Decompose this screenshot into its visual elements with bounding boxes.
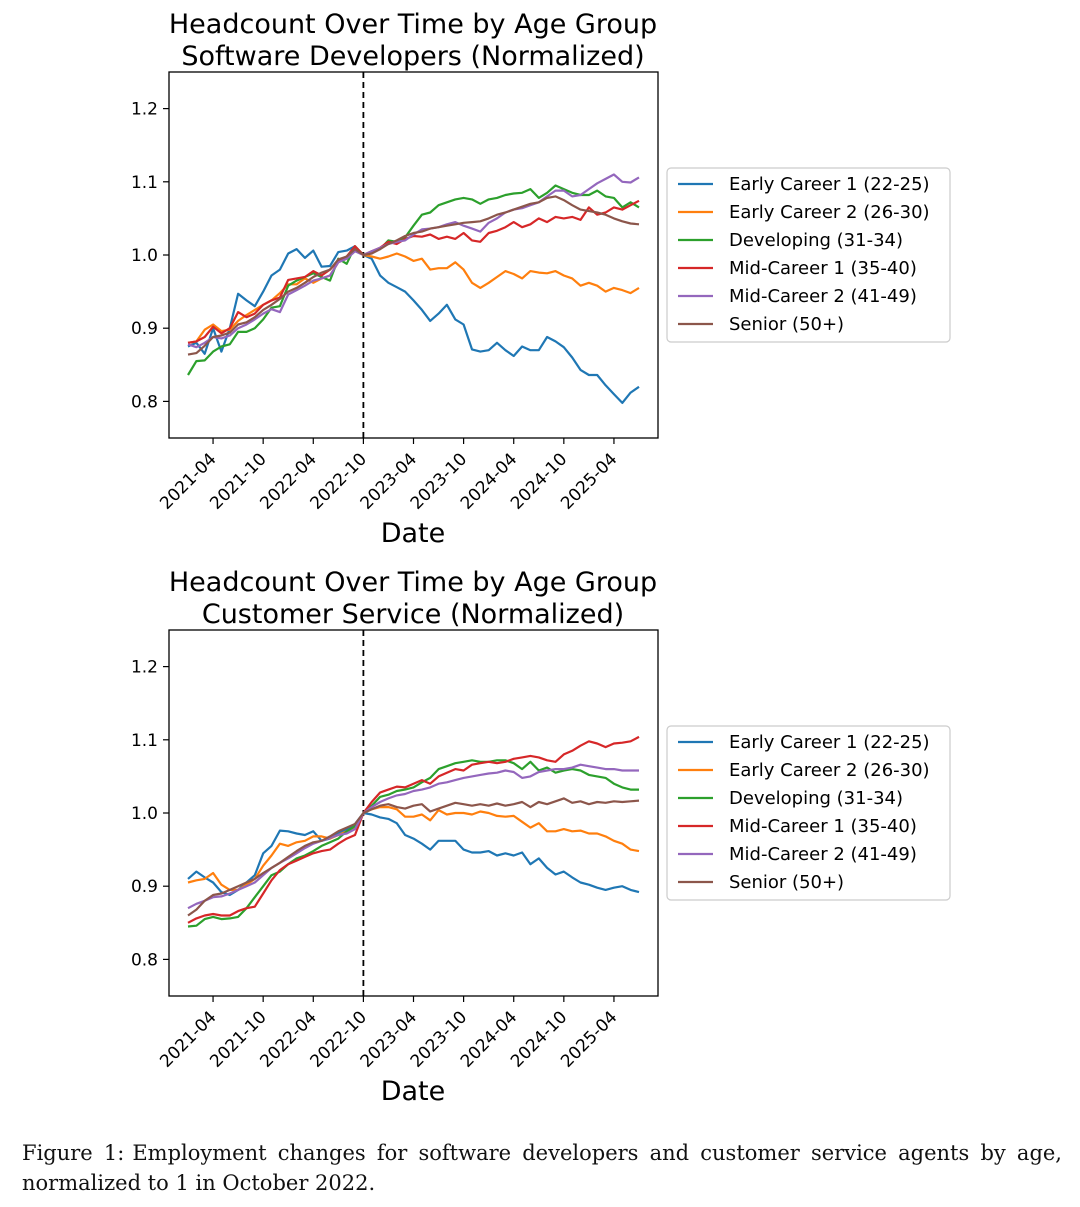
series-line — [187, 806, 640, 891]
legend-label: Early Career 2 (26-30) — [729, 760, 930, 781]
legend: Early Career 1 (22-25) Early Career 2 (26… — [666, 725, 951, 901]
legend-label: Early Career 1 (22-25) — [729, 174, 930, 195]
software-developers-chart: Headcount Over Time by Age Group Softwar… — [131, 9, 951, 549]
legend-label: Early Career 1 (22-25) — [729, 732, 930, 753]
y-tick-label: 1.0 — [131, 804, 158, 824]
legend: Early Career 1 (22-25) Early Career 2 (26… — [666, 167, 951, 343]
legend-label: Senior (50+) — [729, 872, 844, 893]
legend-label: Senior (50+) — [729, 314, 844, 335]
axes-frame — [168, 71, 659, 439]
y-tick-label: 1.1 — [131, 173, 158, 193]
series-line — [187, 797, 640, 917]
axes-frame — [168, 629, 659, 997]
y-tick-label: 0.8 — [131, 392, 158, 412]
plot-area: 0.80.91.01.11.22021-042021-102022-042022… — [131, 71, 951, 514]
legend-box — [666, 725, 951, 901]
y-tick-label: 0.8 — [131, 950, 158, 970]
y-tick-label: 1.1 — [131, 731, 158, 751]
figure-label: Figure 1: — [22, 1141, 125, 1165]
series-line — [187, 199, 640, 344]
legend-label: Mid-Career 1 (35-40) — [729, 816, 917, 837]
series-line — [187, 173, 640, 349]
figure-caption-text: Employment changes for software develope… — [22, 1141, 1062, 1195]
series-line — [187, 184, 640, 376]
legend-box — [666, 167, 951, 343]
legend-label: Early Career 2 (26-30) — [729, 202, 930, 223]
y-tick-label: 0.9 — [131, 877, 158, 897]
chart-title: Headcount Over Time by Age Group — [169, 9, 657, 40]
series-line — [187, 759, 639, 928]
y-tick-label: 0.9 — [131, 319, 158, 339]
legend-label: Mid-Career 2 (41-49) — [729, 286, 917, 307]
series-line — [187, 735, 640, 924]
figure-caption: Figure 1: Employment changes for software… — [22, 1138, 1062, 1198]
chart-subtitle: Customer Service (Normalized) — [202, 599, 624, 630]
chart-subtitle: Software Developers (Normalized) — [181, 41, 644, 72]
series-line — [187, 245, 640, 404]
customer-service-chart: Headcount Over Time by Age Group Custome… — [131, 567, 951, 1107]
series-line — [187, 763, 639, 910]
legend-label: Developing (31-34) — [729, 788, 903, 809]
y-tick-label: 1.2 — [131, 100, 158, 120]
legend-label: Developing (31-34) — [729, 230, 903, 251]
legend-label: Mid-Career 2 (41-49) — [729, 844, 917, 865]
chart-title: Headcount Over Time by Age Group — [169, 567, 657, 598]
y-tick-label: 1.0 — [131, 246, 158, 266]
plot-area: 0.80.91.01.11.22021-042021-102022-042022… — [131, 629, 951, 1072]
legend-label: Mid-Career 1 (35-40) — [729, 258, 917, 279]
series-line — [187, 811, 640, 897]
x-axis-label: Date — [381, 1076, 446, 1107]
x-axis-label: Date — [381, 518, 446, 549]
series-line — [187, 195, 640, 356]
y-tick-label: 1.2 — [131, 658, 158, 678]
